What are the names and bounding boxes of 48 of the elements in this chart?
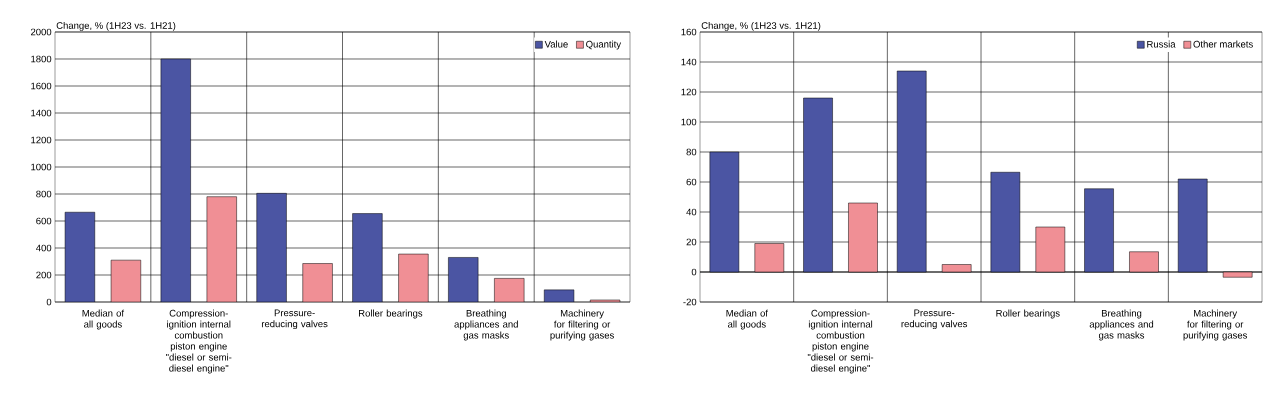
- y-tick-label: 40: [686, 208, 697, 216]
- y-tick-label: 100: [681, 118, 697, 126]
- legend-label: Quantity: [586, 40, 622, 50]
- x-tick-label: Breathing appliances and gas masks: [1089, 309, 1154, 341]
- y-tick-label: 1400: [31, 109, 52, 117]
- bar: [256, 193, 287, 302]
- bar: [160, 58, 191, 302]
- y-tick-label: 120: [681, 88, 697, 96]
- bar: [302, 263, 333, 302]
- y-tick-label: 200: [36, 271, 52, 279]
- legend-label: Value: [544, 40, 568, 48]
- bar: [110, 259, 142, 302]
- x-tick-label: Machinery for filtering or purifying gases: [550, 309, 614, 341]
- bar: [352, 213, 383, 302]
- y-tick-label: 800: [36, 190, 52, 198]
- legend-label: Other markets: [1193, 40, 1253, 48]
- y-tick-label: 600: [36, 217, 52, 225]
- y-tick-label: -20: [683, 298, 697, 306]
- x-tick-label: Roller bearings: [358, 309, 423, 319]
- y-axis-title: Change, % (1H23 vs. 1H21): [56, 21, 176, 31]
- y-tick-label: 60: [686, 178, 697, 186]
- y-tick-label: 1800: [31, 55, 52, 63]
- x-tick-label: Pressure-reducing valves: [261, 309, 328, 330]
- y-tick-label: 2000: [30, 28, 52, 36]
- x-tick-label: Median of all goods: [726, 309, 768, 330]
- y-tick-label: 0: [46, 298, 52, 306]
- legend-label: Russia: [1147, 40, 1176, 48]
- y-tick-label: 160: [681, 28, 697, 36]
- y-tick-label: 1000: [31, 163, 52, 171]
- bar: [64, 211, 96, 302]
- bar: [448, 257, 479, 302]
- x-tick-label: Roller bearings: [996, 309, 1060, 319]
- y-tick-label: 0: [691, 268, 697, 276]
- x-tick-label: Pressure-reducing valves: [901, 309, 968, 330]
- y-tick-label: 400: [36, 244, 52, 252]
- y-tick-label: 1200: [31, 136, 52, 144]
- bar: [398, 253, 429, 302]
- y-tick-label: 140: [681, 58, 697, 66]
- x-tick-label: Breathing appliances and gas masks: [454, 309, 518, 341]
- y-tick-label: 20: [686, 238, 697, 246]
- x-tick-label: Median of all goods: [82, 309, 125, 330]
- y-tick-label: 1600: [31, 82, 52, 90]
- y-axis-title: Change, % (1H23 vs. 1H21): [701, 21, 821, 31]
- x-tick-label: Machinery for filtering or purifying gases: [1183, 309, 1248, 341]
- x-tick-label: Compression-ignition internal combustion piston engine "diesel or semi-diesel engine": [166, 309, 232, 374]
- x-tick-label: Compression-ignition internal combustion piston engine "diesel or semi-diesel engine": [807, 309, 874, 374]
- y-tick-label: 80: [686, 148, 697, 156]
- bar: [206, 196, 237, 302]
